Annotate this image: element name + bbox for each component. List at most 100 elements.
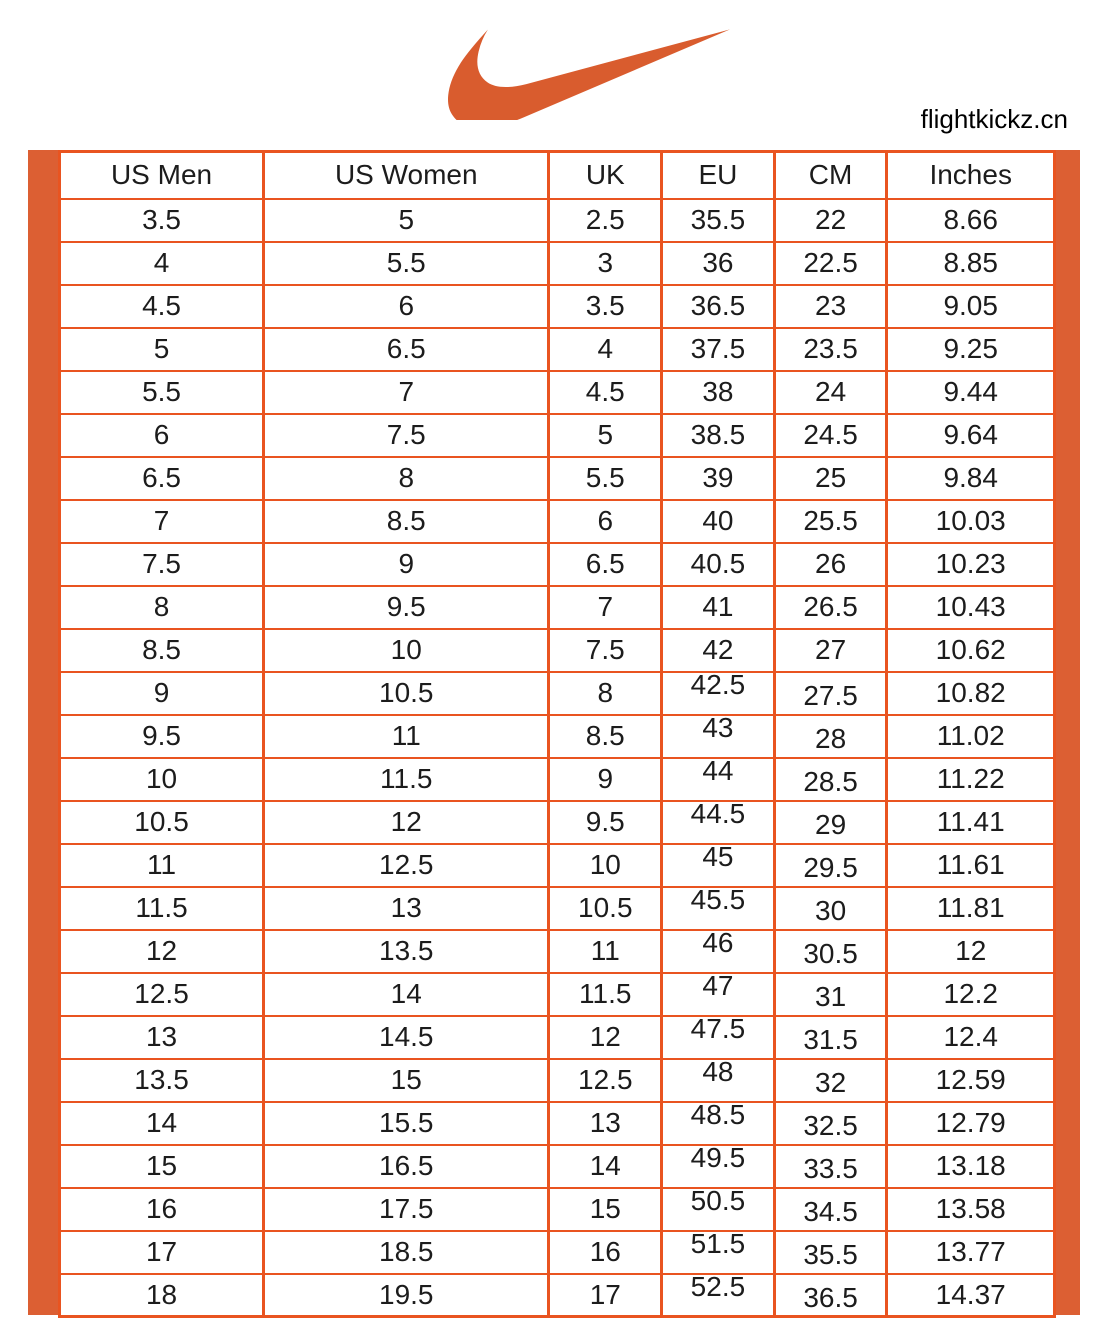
table-row: 10 11.5 9 44 28.5 11.22 (57, 755, 1056, 802)
table-cell: 48.5 (660, 1099, 776, 1146)
table-cell: 44 (660, 755, 776, 802)
table-cell: 18.5 (262, 1229, 551, 1275)
header-row: US Men US Women UK EU CM Inches (57, 150, 1056, 200)
table-cell: 7.5 (547, 627, 664, 673)
table-row: 13.5 15 12.5 48 32 12.59 (57, 1056, 1056, 1103)
table-cell: 40 (660, 498, 776, 544)
table-row: 6.5 8 5.5 39 25 9.84 (57, 455, 1056, 501)
table-cell: 10.23 (885, 541, 1056, 587)
table-row: 8.5 10 7.5 42 27 10.62 (57, 627, 1056, 673)
table-cell: 7 (547, 584, 664, 630)
table-cell: 13 (262, 885, 551, 931)
table-cell: 51.5 (660, 1228, 776, 1275)
table-cell: 33.5 (772, 1143, 889, 1189)
table-cell: 10.62 (885, 627, 1056, 673)
table-cell: 19.5 (262, 1272, 551, 1318)
column-header-eu: EU (660, 150, 776, 200)
table-cell: 9.25 (885, 326, 1056, 372)
table-row: 17 18.5 16 51.5 35.5 13.77 (57, 1228, 1056, 1275)
table-cell: 7 (262, 369, 551, 415)
table-cell: 17 (547, 1272, 664, 1318)
table-cell: 13.5 (57, 1057, 266, 1103)
table-cell: 10.03 (885, 498, 1056, 544)
table-row: 16 17.5 15 50.5 34.5 13.58 (57, 1185, 1056, 1232)
table-cell: 27.5 (772, 670, 889, 716)
table-cell: 11.5 (57, 885, 266, 931)
table-cell: 5.5 (547, 455, 664, 501)
table-cell: 17.5 (262, 1186, 551, 1232)
table-row: 7.5 9 6.5 40.5 26 10.23 (57, 541, 1056, 587)
table-row: 18 19.5 17 52.5 36.5 14.37 (57, 1271, 1056, 1318)
table-row: 9 10.5 8 42.5 27.5 10.82 (57, 669, 1056, 716)
table-cell: 11.22 (885, 756, 1056, 802)
table-cell: 10.5 (547, 885, 664, 931)
table-cell: 48 (660, 1056, 776, 1103)
table-cell: 12.5 (262, 842, 551, 888)
table-cell: 15 (57, 1143, 266, 1189)
table-cell: 14 (262, 971, 551, 1017)
table-row: 14 15.5 13 48.5 32.5 12.79 (57, 1099, 1056, 1146)
table-cell: 28.5 (772, 756, 889, 802)
column-header-us-women: US Women (262, 150, 551, 200)
table-cell: 34.5 (772, 1186, 889, 1232)
size-chart: US Men US Women UK EU CM Inches 3.5 5 2.… (28, 150, 1080, 1318)
table-cell: 8.5 (57, 627, 266, 673)
table-cell: 8.66 (885, 197, 1056, 243)
table-row: 12 13.5 11 46 30.5 12 (57, 927, 1056, 974)
table-cell: 32 (772, 1057, 889, 1103)
table-row: 5.5 7 4.5 38 24 9.44 (57, 369, 1056, 415)
table-cell: 43 (660, 712, 776, 759)
table-cell: 7.5 (57, 541, 266, 587)
table-cell: 12.2 (885, 971, 1056, 1017)
table-cell: 13.58 (885, 1186, 1056, 1232)
table-row: 6 7.5 5 38.5 24.5 9.64 (57, 412, 1056, 458)
table-cell: 11.02 (885, 713, 1056, 759)
table-cell: 38.5 (660, 412, 776, 458)
column-header-uk: UK (547, 150, 664, 200)
table-cell: 6 (57, 412, 266, 458)
table-cell: 5.5 (57, 369, 266, 415)
table-cell: 36.5 (772, 1272, 889, 1318)
column-header-us-men: US Men (57, 150, 266, 200)
table-cell: 12 (262, 799, 551, 845)
table-cell: 11 (262, 713, 551, 759)
table-cell: 16 (57, 1186, 266, 1232)
table-cell: 14.37 (885, 1272, 1056, 1318)
table-cell: 9.5 (57, 713, 266, 759)
table-cell: 6.5 (262, 326, 551, 372)
table-cell: 11.5 (262, 756, 551, 802)
table-cell: 14 (547, 1143, 664, 1189)
table-cell: 6 (547, 498, 664, 544)
table-cell: 13 (57, 1014, 266, 1060)
table-cell: 12 (885, 928, 1056, 974)
table-row: 13 14.5 12 47.5 31.5 12.4 (57, 1013, 1056, 1060)
table-cell: 52.5 (660, 1271, 776, 1318)
table-cell: 9.64 (885, 412, 1056, 458)
table-cell: 35.5 (660, 197, 776, 243)
table-cell: 9 (547, 756, 664, 802)
table-cell: 13 (547, 1100, 664, 1146)
table-cell: 10.5 (262, 670, 551, 716)
table-cell: 11.61 (885, 842, 1056, 888)
table-cell: 42 (660, 627, 776, 673)
table-cell: 16.5 (262, 1143, 551, 1189)
table-cell: 47 (660, 970, 776, 1017)
table-cell: 8.5 (547, 713, 664, 759)
table-cell: 12.79 (885, 1100, 1056, 1146)
table-cell: 8.5 (262, 498, 551, 544)
table-cell: 38 (660, 369, 776, 415)
table-cell: 12.4 (885, 1014, 1056, 1060)
size-table: US Men US Women UK EU CM Inches 3.5 5 2.… (57, 150, 1056, 1318)
table-cell: 3.5 (57, 197, 266, 243)
table-cell: 13.5 (262, 928, 551, 974)
table-cell: 49.5 (660, 1142, 776, 1189)
table-cell: 42.5 (660, 669, 776, 716)
table-row: 5 6.5 4 37.5 23.5 9.25 (57, 326, 1056, 372)
right-accent-bar (1056, 150, 1080, 1315)
table-cell: 36 (660, 240, 776, 286)
table-cell: 8.85 (885, 240, 1056, 286)
table-cell: 4.5 (547, 369, 664, 415)
column-header-inches: Inches (885, 150, 1056, 200)
table-cell: 9 (57, 670, 266, 716)
